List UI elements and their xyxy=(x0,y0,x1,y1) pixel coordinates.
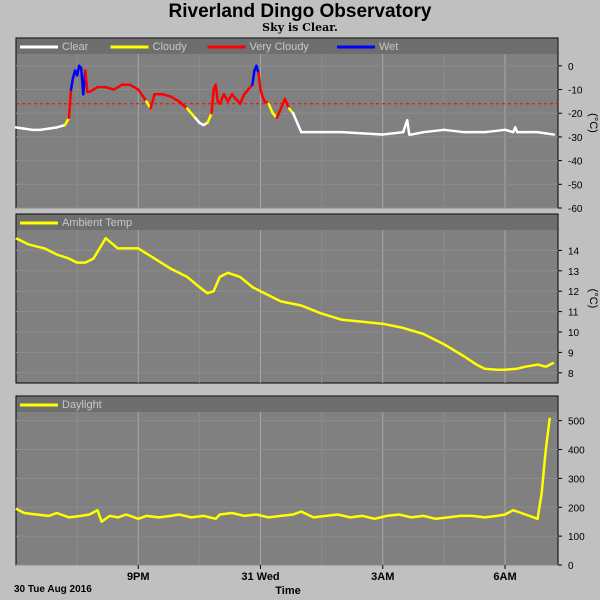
sky-segment xyxy=(112,83,124,91)
legend-label: Very Cloudy xyxy=(250,41,310,53)
y-unit-label: (°C) xyxy=(587,113,599,133)
x-axis-label: Time xyxy=(275,585,300,597)
sky-segment xyxy=(483,128,507,134)
legend-bar xyxy=(17,215,557,230)
sky-segment xyxy=(128,83,140,91)
y-tick-label: 12 xyxy=(568,287,580,298)
panel-daylight: 0 100 200 300 400 500 Daylight xyxy=(15,395,585,572)
sky-segment xyxy=(69,76,75,91)
sky-segment xyxy=(544,132,556,136)
y-tick-label: 11 xyxy=(568,308,579,319)
sky-segment xyxy=(283,97,291,110)
y-tick-label: -50 xyxy=(568,180,583,191)
sky-segment xyxy=(75,64,81,77)
plot-area xyxy=(15,37,559,209)
sky-segment xyxy=(104,85,116,91)
y-tick-label: -10 xyxy=(568,86,583,97)
y-tick-label: 500 xyxy=(568,417,585,428)
y-tick-label: 13 xyxy=(568,267,580,278)
sky-segment xyxy=(226,93,234,103)
sky-segment xyxy=(55,123,67,129)
sky-segment xyxy=(251,69,256,87)
x-tick-label: 3AM xyxy=(371,571,394,583)
sky-segment xyxy=(177,100,189,110)
y-tick-label: -30 xyxy=(568,133,583,144)
sky-segment xyxy=(275,107,283,120)
legend-bar xyxy=(17,39,557,54)
sky-segment xyxy=(257,71,262,91)
y-tick-label: 0 xyxy=(568,62,574,73)
sky-segment xyxy=(39,127,50,132)
y-tick-label: -40 xyxy=(568,157,583,168)
x-tick-label: 6AM xyxy=(493,571,516,583)
legend-bar xyxy=(17,397,557,412)
sky-segment xyxy=(169,95,181,103)
y-unit-label: (°C) xyxy=(587,289,599,309)
panel-ambient: 8 9 10 11 12 13 14 (°C) Ambient Temp xyxy=(15,213,599,384)
plot-area xyxy=(15,395,559,566)
sky-segment xyxy=(14,126,26,130)
legend-label: Cloudy xyxy=(153,41,188,53)
y-tick-label: -60 xyxy=(568,204,583,215)
x-tick-label: 9PM xyxy=(127,571,150,583)
y-tick-label: 10 xyxy=(568,328,580,339)
sky-segment xyxy=(149,93,156,110)
sky-segment xyxy=(185,107,197,120)
sky-segment xyxy=(84,69,89,94)
sky-segment xyxy=(291,111,303,134)
y-tick-label: 400 xyxy=(568,446,585,457)
ambient-line xyxy=(15,236,555,371)
sky-segment xyxy=(405,119,411,136)
sky-segment xyxy=(161,93,173,98)
sky-segment xyxy=(238,93,246,106)
sky-segment xyxy=(63,116,71,127)
sky-segment xyxy=(210,88,215,115)
sky-segment xyxy=(214,83,219,103)
legend-label: Clear xyxy=(62,41,89,53)
sky-segment xyxy=(47,126,59,130)
panel-sky: 0 -10 -20 -30 -40 -50 -60 (°C) Clear Cloudy Very C… xyxy=(14,37,599,215)
sky-segment xyxy=(67,88,73,120)
sky-segment xyxy=(422,128,446,134)
y-tick-label: 14 xyxy=(568,246,580,257)
date-label: 30 Tue Aug 2016 xyxy=(14,584,92,595)
sky-segment xyxy=(503,128,515,134)
legend-label: Ambient Temp xyxy=(62,217,132,229)
x-tick-label: 31 Wed xyxy=(241,571,279,583)
sky-segment xyxy=(442,128,466,134)
legend-label: Wet xyxy=(379,41,398,53)
sky-segment xyxy=(267,102,274,115)
y-tick-label: 100 xyxy=(568,532,585,543)
sky-segment xyxy=(137,88,148,103)
y-tick-label: 8 xyxy=(568,369,574,380)
sky-segment xyxy=(381,130,405,136)
sky-segment xyxy=(218,93,226,106)
y-tick-label: 300 xyxy=(568,474,585,485)
sky-segment xyxy=(206,111,213,124)
sky-segment xyxy=(361,132,385,136)
sky-segment xyxy=(22,127,34,132)
y-tick-label: 200 xyxy=(568,503,585,514)
y-tick-label: 9 xyxy=(568,348,574,359)
y-tick-label: 0 xyxy=(568,561,574,572)
sky-segment xyxy=(340,130,364,135)
sky-segment xyxy=(410,130,425,136)
daylight-line xyxy=(15,417,552,523)
chart-subtitle: Sky is Clear. xyxy=(262,21,338,34)
y-tick-label: -20 xyxy=(568,109,583,120)
legend-label: Daylight xyxy=(62,399,102,411)
plot-area xyxy=(15,213,559,384)
sky-segment xyxy=(536,130,548,135)
chart-title: Riverland Dingo Observatory xyxy=(168,1,432,22)
